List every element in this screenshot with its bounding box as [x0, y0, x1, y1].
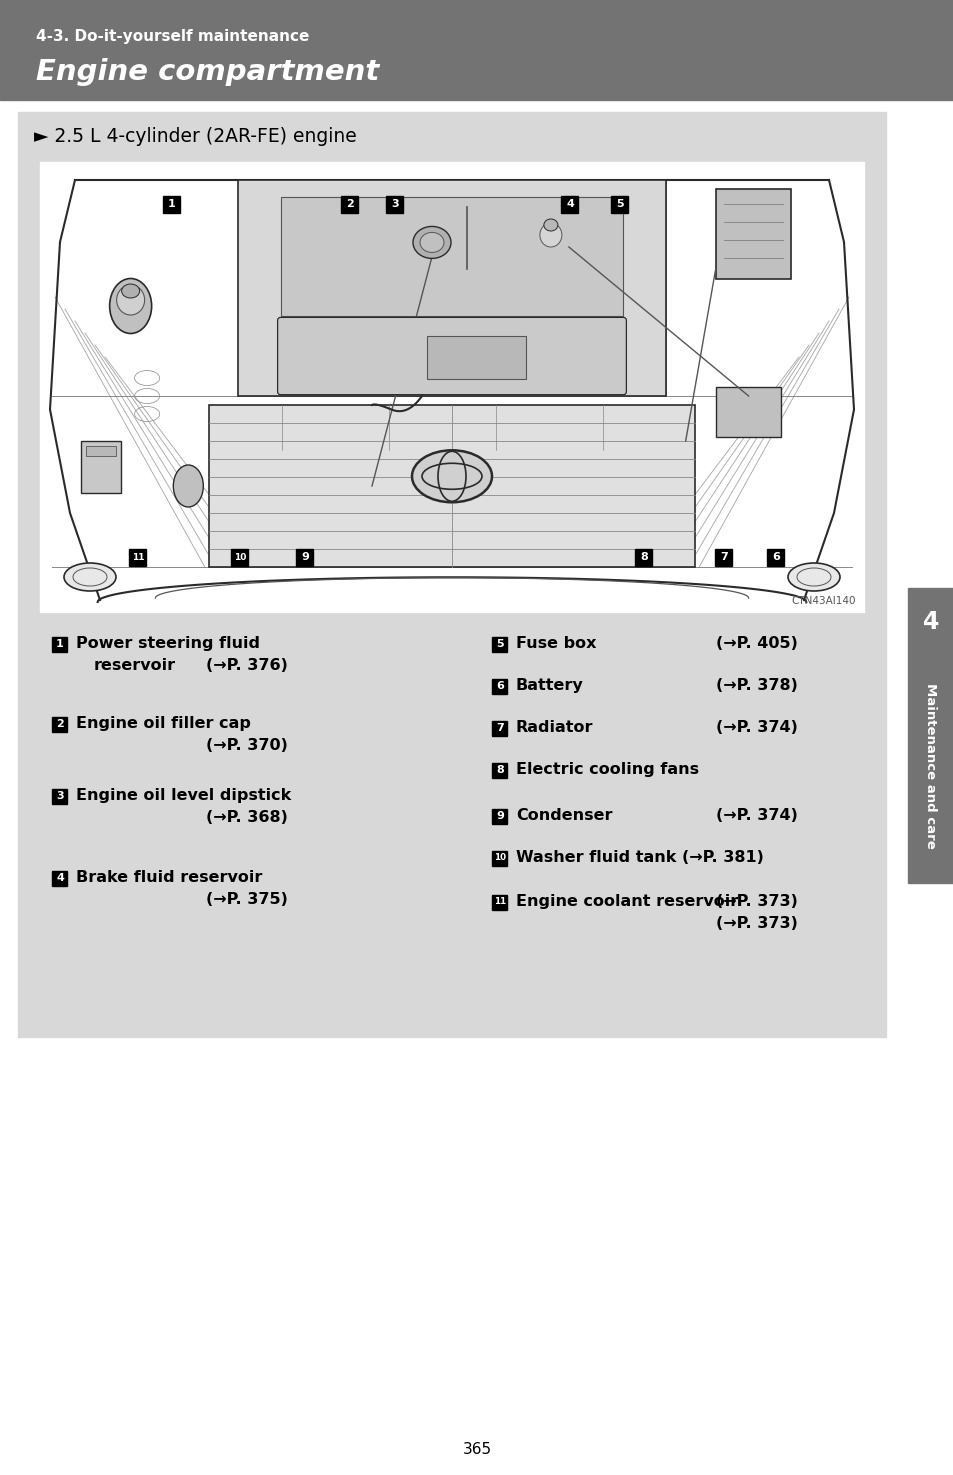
Ellipse shape: [539, 223, 561, 246]
Bar: [18, 112, 885, 1037]
Ellipse shape: [116, 285, 145, 316]
Ellipse shape: [419, 233, 443, 252]
Text: 8: 8: [639, 552, 647, 562]
Text: Engine oil filler cap: Engine oil filler cap: [76, 715, 251, 732]
Bar: [611, 196, 628, 212]
Bar: [0, 0, 953, 100]
Text: 4: 4: [565, 199, 574, 209]
Bar: [341, 196, 358, 212]
Bar: [280, 198, 622, 316]
Bar: [163, 196, 180, 212]
Bar: [492, 637, 507, 652]
Text: (→P. 370): (→P. 370): [206, 738, 288, 754]
Ellipse shape: [787, 563, 840, 591]
Text: 8: 8: [496, 766, 503, 774]
Text: 4: 4: [922, 611, 938, 634]
Bar: [715, 549, 732, 565]
Text: Engine oil level dipstick: Engine oil level dipstick: [76, 788, 291, 802]
Ellipse shape: [533, 215, 568, 254]
Text: 6: 6: [496, 681, 503, 690]
Bar: [209, 406, 695, 566]
Text: 2: 2: [56, 718, 64, 729]
Text: Maintenance and care: Maintenance and care: [923, 683, 937, 848]
Bar: [715, 189, 790, 279]
Bar: [492, 894, 507, 910]
Text: 5: 5: [616, 199, 623, 209]
Text: (→P. 373): (→P. 373): [716, 916, 797, 931]
Bar: [492, 808, 507, 823]
Text: 7: 7: [720, 552, 727, 562]
Bar: [237, 180, 665, 395]
FancyBboxPatch shape: [277, 317, 626, 395]
Bar: [427, 335, 526, 379]
Text: 1: 1: [56, 639, 64, 649]
Text: CTN43AI140: CTN43AI140: [791, 596, 855, 606]
Text: 2: 2: [346, 199, 354, 209]
Text: Engine compartment: Engine compartment: [36, 58, 379, 86]
Bar: [715, 386, 780, 437]
Ellipse shape: [173, 465, 203, 507]
Text: 10: 10: [494, 854, 505, 863]
Bar: [81, 441, 121, 493]
Text: reservoir: reservoir: [94, 658, 176, 673]
Text: 11: 11: [132, 553, 144, 562]
Text: (→P. 376): (→P. 376): [206, 658, 288, 673]
Bar: [52, 870, 68, 885]
Text: 365: 365: [462, 1441, 491, 1456]
Text: 5: 5: [496, 639, 503, 649]
Text: Brake fluid reservoir: Brake fluid reservoir: [76, 870, 262, 885]
Bar: [296, 549, 314, 565]
Bar: [386, 196, 403, 212]
Bar: [86, 445, 116, 456]
Bar: [561, 196, 578, 212]
Text: 6: 6: [771, 552, 780, 562]
Bar: [907, 589, 953, 884]
Text: 7: 7: [496, 723, 503, 733]
Text: (→P. 368): (→P. 368): [206, 810, 288, 825]
Text: Condenser: Condenser: [516, 808, 612, 823]
Ellipse shape: [412, 450, 492, 503]
Text: 4: 4: [56, 873, 64, 884]
Text: 4-3. Do-it-yourself maintenance: 4-3. Do-it-yourself maintenance: [36, 28, 309, 43]
Text: Battery: Battery: [516, 678, 583, 693]
Text: (→P. 375): (→P. 375): [206, 892, 288, 907]
Bar: [492, 720, 507, 736]
Ellipse shape: [543, 218, 558, 232]
Text: ► 2.5 L 4-cylinder (2AR-FE) engine: ► 2.5 L 4-cylinder (2AR-FE) engine: [34, 127, 356, 146]
Bar: [52, 637, 68, 652]
Ellipse shape: [413, 227, 451, 258]
Text: 9: 9: [301, 552, 309, 562]
Bar: [52, 789, 68, 804]
Bar: [767, 549, 783, 565]
Text: 11: 11: [494, 897, 506, 907]
Text: Fuse box: Fuse box: [516, 636, 596, 650]
Text: 3: 3: [56, 791, 64, 801]
Text: Engine coolant reservoir: Engine coolant reservoir: [516, 894, 738, 909]
Text: Radiator: Radiator: [516, 720, 593, 735]
Text: 1: 1: [168, 199, 175, 209]
Text: Electric cooling fans: Electric cooling fans: [516, 763, 699, 777]
Text: (→P. 373): (→P. 373): [716, 894, 797, 909]
Ellipse shape: [64, 563, 116, 591]
Text: Power steering fluid: Power steering fluid: [76, 636, 260, 650]
Text: (→P. 378): (→P. 378): [716, 678, 797, 693]
Text: 9: 9: [496, 811, 503, 822]
Text: (→P. 405): (→P. 405): [716, 636, 797, 650]
Text: (→P. 374): (→P. 374): [716, 720, 797, 735]
Text: 10: 10: [233, 553, 246, 562]
Bar: [52, 717, 68, 732]
Text: Washer fluid tank (→P. 381): Washer fluid tank (→P. 381): [516, 850, 763, 864]
Text: (→P. 374): (→P. 374): [716, 808, 797, 823]
Text: 3: 3: [391, 199, 398, 209]
Bar: [492, 763, 507, 777]
Bar: [492, 678, 507, 693]
Ellipse shape: [110, 279, 152, 333]
Bar: [635, 549, 652, 565]
Bar: [232, 549, 248, 565]
Bar: [130, 549, 147, 565]
Bar: [492, 851, 507, 866]
Bar: [40, 162, 863, 612]
Ellipse shape: [122, 285, 139, 298]
